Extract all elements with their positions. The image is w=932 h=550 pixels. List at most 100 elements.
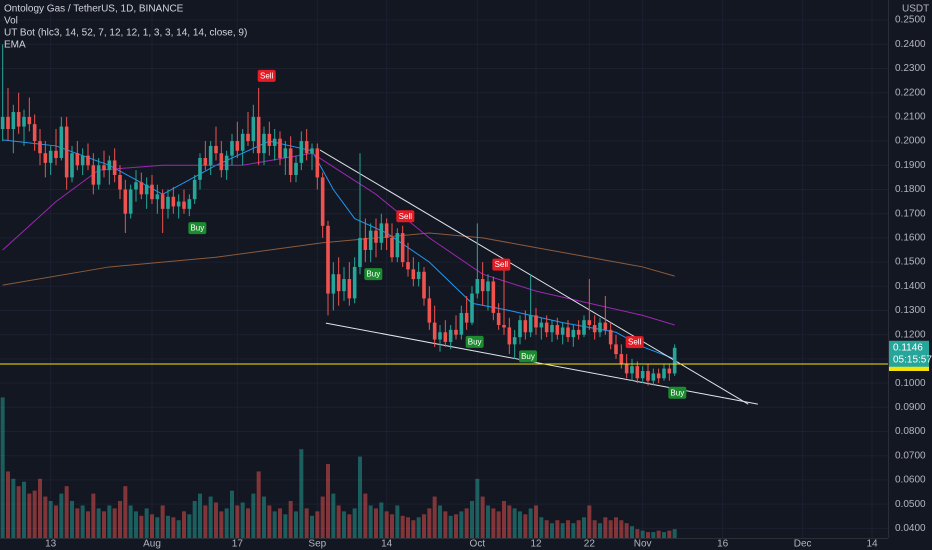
y-tick-label: 0.1500 — [895, 257, 926, 268]
y-tick-label: 0.2100 — [895, 112, 926, 123]
candle-body — [91, 165, 96, 185]
volume-bar — [128, 505, 133, 538]
volume-bar — [251, 493, 256, 538]
x-tick-label: 14 — [866, 539, 878, 550]
volume-bar — [256, 471, 261, 538]
candle-body — [592, 325, 597, 333]
candle-body — [347, 279, 352, 299]
signal-label: Buy — [366, 270, 380, 279]
candles — [0, 44, 677, 386]
volume-bar — [347, 514, 352, 538]
volume-bar — [326, 464, 330, 538]
legend-ema: EMA — [4, 40, 26, 51]
y-tick-label: 0.0700 — [895, 450, 926, 461]
volume-bar — [70, 501, 74, 538]
y-tick-label: 0.0600 — [895, 475, 926, 486]
candle-body — [406, 262, 410, 270]
volume-bar — [475, 478, 480, 538]
candle-body — [555, 325, 560, 335]
volume-bar — [528, 508, 533, 538]
candle-body — [539, 322, 544, 328]
volume-bar — [75, 508, 80, 538]
volume-bar — [480, 496, 485, 538]
signal-label: Sell — [260, 71, 274, 80]
signal-box — [465, 335, 484, 348]
y-tick-label: 0.1200 — [895, 329, 926, 340]
volume-bar — [22, 481, 26, 538]
volume-bar — [662, 532, 666, 538]
y-tick-label: 0.1600 — [895, 233, 926, 244]
volume-bar — [112, 508, 117, 538]
candle-body — [22, 116, 26, 127]
legend-utbot: UT Bot (hlc3, 14, 52, 7, 12, 12, 1, 3, 3… — [4, 28, 247, 39]
volume-bar — [587, 505, 592, 538]
candle-body — [374, 230, 378, 243]
y-tick-label: 0.0500 — [895, 499, 926, 510]
last-price-label: 0.1146 — [893, 342, 923, 353]
volume-bar — [59, 493, 64, 538]
candle-body — [518, 320, 522, 338]
volume-bar — [48, 501, 53, 538]
volume-bar — [502, 501, 506, 538]
candle-body — [491, 281, 496, 313]
volume-bar — [651, 532, 656, 538]
signal-box — [668, 386, 687, 399]
candle-body — [363, 237, 368, 251]
candle-body — [603, 322, 608, 330]
volume-bar — [486, 505, 490, 538]
signal-label: Sell — [495, 260, 509, 269]
candle-body — [64, 126, 69, 178]
volume-bar — [448, 515, 453, 538]
volume-bar — [219, 511, 224, 538]
candle-body — [400, 233, 405, 263]
x-tick-label: 22 — [584, 539, 596, 550]
candle-body — [160, 194, 165, 209]
volume-bar — [32, 490, 37, 538]
volume-bar — [192, 501, 197, 538]
candle-body — [6, 116, 10, 129]
volume-bar — [395, 505, 400, 538]
volume-bar — [272, 511, 277, 538]
candle-body — [283, 148, 288, 159]
volume-bar — [155, 517, 160, 538]
volume-bar — [630, 526, 634, 538]
volume-bar — [214, 502, 218, 538]
signal-box — [519, 350, 537, 363]
candle-body — [86, 155, 90, 166]
volume-bar — [54, 505, 58, 538]
candle-body — [219, 153, 224, 171]
volume-bar — [592, 520, 597, 538]
candle-body — [390, 237, 394, 258]
candle-body — [624, 363, 629, 374]
candle-body — [475, 279, 480, 294]
candle-body — [342, 279, 346, 292]
volume-bar — [80, 505, 85, 538]
candle-body — [192, 179, 197, 200]
countdown-label: 05:15:57 — [893, 354, 932, 365]
candle-body — [379, 223, 384, 243]
candle-body — [155, 194, 160, 200]
candle-body — [96, 165, 101, 185]
chart-title: Ontology Gas / TetherUS, 1D, BINANCE — [4, 4, 184, 15]
candle-body — [331, 274, 336, 294]
volume-bar — [246, 508, 250, 538]
y-tick-label: 0.2300 — [895, 63, 926, 74]
candle-body — [608, 329, 613, 345]
y-tick-label: 0.0800 — [895, 426, 926, 437]
volume-bar — [576, 520, 581, 538]
volume-bar — [342, 511, 346, 538]
volume-bar — [614, 517, 618, 538]
candle-body — [256, 116, 261, 154]
candle-body — [107, 160, 112, 171]
volume-bar — [320, 496, 325, 538]
x-tick-label: Dec — [794, 539, 812, 550]
y-tick-label: 0.2500 — [895, 15, 926, 26]
signal-box — [396, 210, 415, 223]
volume-bar — [496, 511, 501, 538]
candle-body — [134, 182, 138, 190]
candle-body — [448, 329, 453, 342]
volume-bar — [363, 493, 368, 538]
candle-body — [182, 201, 186, 209]
y-tick-label: 0.2000 — [895, 136, 926, 147]
volume-bar — [582, 517, 586, 538]
